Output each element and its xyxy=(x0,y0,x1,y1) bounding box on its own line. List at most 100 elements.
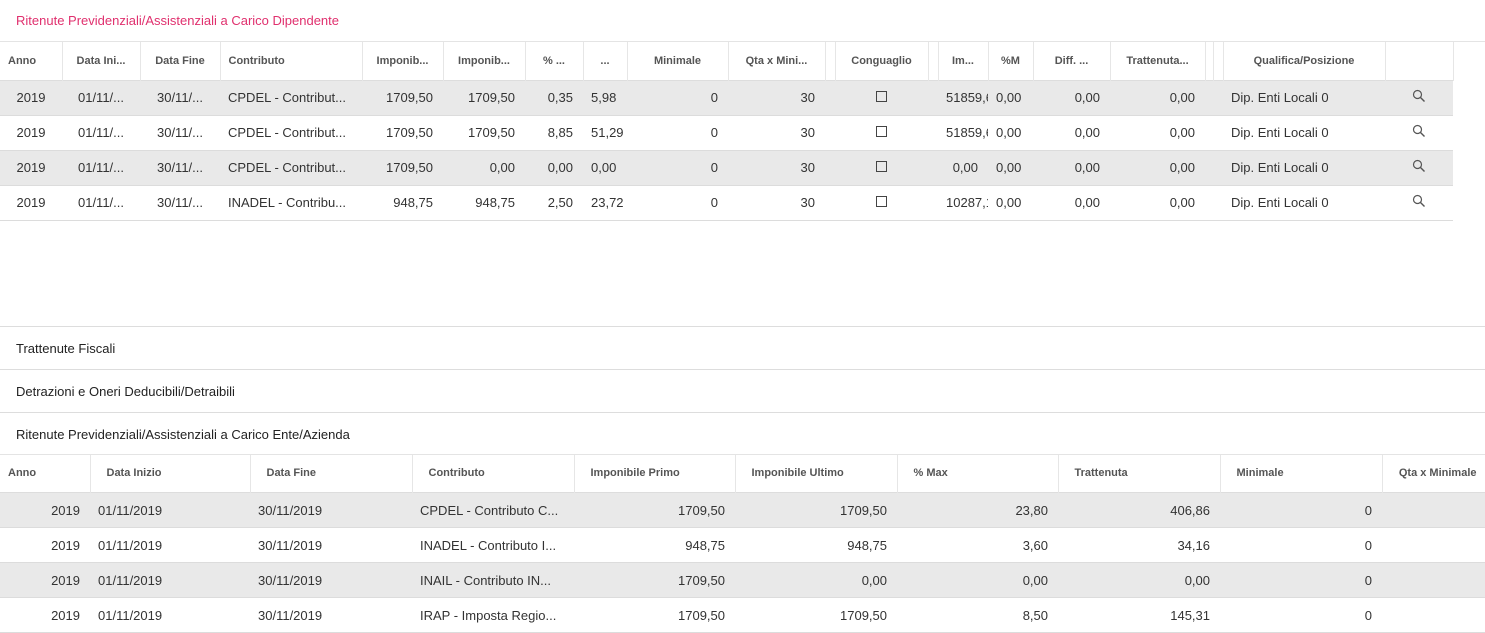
column-header[interactable]: Imponibile Ultimo xyxy=(735,455,897,493)
column-header[interactable]: Data Inizio xyxy=(90,455,250,493)
column-header[interactable]: ... xyxy=(583,42,627,80)
cell: 2019 xyxy=(0,493,90,528)
cell: 0,00 xyxy=(988,115,1033,150)
search-icon[interactable] xyxy=(1412,89,1426,103)
cell xyxy=(835,115,928,150)
cell: 30/11/2019 xyxy=(250,493,412,528)
cell: 0,00 xyxy=(1110,80,1205,115)
column-header xyxy=(1213,42,1223,80)
checkbox[interactable] xyxy=(876,196,887,207)
column-header xyxy=(928,42,938,80)
column-header[interactable]: Trattenuta... xyxy=(1110,42,1205,80)
column-header[interactable]: Anno xyxy=(0,42,62,80)
cell xyxy=(1382,493,1485,528)
cell: 2,50 xyxy=(525,185,583,220)
cell xyxy=(1205,150,1213,185)
column-header[interactable]: Qta x Minimale xyxy=(1382,455,1485,493)
spacer xyxy=(0,221,1485,326)
column-header[interactable]: Data Fine xyxy=(140,42,220,80)
cell: INAIL - Contributo IN... xyxy=(412,563,574,598)
checkbox[interactable] xyxy=(876,161,887,172)
cell: Dip. Enti Locali 0 xyxy=(1223,80,1385,115)
cell: 10287,10 xyxy=(938,185,988,220)
column-header[interactable]: Qta x Mini... xyxy=(728,42,825,80)
cell: 5,98 xyxy=(583,80,627,115)
column-header[interactable]: Contributo xyxy=(220,42,362,80)
cell: 0,35 xyxy=(525,80,583,115)
column-header[interactable]: Data Fine xyxy=(250,455,412,493)
column-header[interactable]: Imponibile Primo xyxy=(574,455,735,493)
cell xyxy=(835,150,928,185)
cell: 1709,50 xyxy=(735,598,897,633)
search-icon[interactable] xyxy=(1412,194,1426,208)
cell: CPDEL - Contribut... xyxy=(220,80,362,115)
search-icon[interactable] xyxy=(1412,124,1426,138)
collapsed-section[interactable]: Trattenute Fiscali xyxy=(0,326,1485,369)
cell: 0 xyxy=(627,150,728,185)
cell: 01/11/2019 xyxy=(90,598,250,633)
cell: 23,80 xyxy=(897,493,1058,528)
cell: 948,75 xyxy=(574,528,735,563)
cell xyxy=(835,185,928,220)
section-title[interactable]: Ritenute Previdenziali/Assistenziali a C… xyxy=(0,412,1485,455)
cell: 01/11/... xyxy=(62,150,140,185)
cell: 1709,50 xyxy=(362,115,443,150)
cell xyxy=(1385,115,1453,150)
column-header[interactable]: Im... xyxy=(938,42,988,80)
search-icon[interactable] xyxy=(1412,159,1426,173)
checkbox[interactable] xyxy=(876,126,887,137)
cell: 1709,50 xyxy=(735,493,897,528)
cell: 406,86 xyxy=(1058,493,1220,528)
cell: 0 xyxy=(627,80,728,115)
collapsed-section[interactable]: Detrazioni e Oneri Deducibili/Detraibili xyxy=(0,369,1485,412)
column-header[interactable]: Data Ini... xyxy=(62,42,140,80)
column-header[interactable]: Minimale xyxy=(627,42,728,80)
column-header[interactable]: Contributo xyxy=(412,455,574,493)
column-header[interactable]: %M xyxy=(988,42,1033,80)
cell: 0 xyxy=(1220,493,1382,528)
cell: 30/11/2019 xyxy=(250,563,412,598)
cell: 0 xyxy=(1220,563,1382,598)
column-header[interactable]: Anno xyxy=(0,455,90,493)
column-header xyxy=(1205,42,1213,80)
column-header[interactable]: Imponib... xyxy=(443,42,525,80)
cell: 0,00 xyxy=(1110,150,1205,185)
cell xyxy=(1205,80,1213,115)
column-header[interactable]: % ... xyxy=(525,42,583,80)
cell: 2019 xyxy=(0,563,90,598)
cell: 948,75 xyxy=(443,185,525,220)
cell xyxy=(928,150,938,185)
column-header[interactable]: Conguaglio xyxy=(835,42,928,80)
cell xyxy=(825,150,835,185)
cell: 30/11/... xyxy=(140,80,220,115)
column-header[interactable]: Imponib... xyxy=(362,42,443,80)
column-header[interactable]: Qualifica/Posizione xyxy=(1223,42,1385,80)
cell: 3,60 xyxy=(897,528,1058,563)
cell: 0,00 xyxy=(1058,563,1220,598)
column-header[interactable]: Trattenuta xyxy=(1058,455,1220,493)
cell: Dip. Enti Locali 0 xyxy=(1223,150,1385,185)
column-header[interactable]: Diff. ... xyxy=(1033,42,1110,80)
column-header xyxy=(825,42,835,80)
column-header[interactable]: Minimale xyxy=(1220,455,1382,493)
cell: 2019 xyxy=(0,80,62,115)
cell: 30/11/2019 xyxy=(250,598,412,633)
cell: CPDEL - Contributo C... xyxy=(412,493,574,528)
cell: 51859,61 xyxy=(938,115,988,150)
cell xyxy=(928,80,938,115)
cell xyxy=(1213,115,1223,150)
cell: 0 xyxy=(1220,528,1382,563)
cell: IRAP - Imposta Regio... xyxy=(412,598,574,633)
cell: 0 xyxy=(627,115,728,150)
checkbox[interactable] xyxy=(876,91,887,102)
cell: 51859,61 xyxy=(938,80,988,115)
column-header[interactable]: % Max xyxy=(897,455,1058,493)
